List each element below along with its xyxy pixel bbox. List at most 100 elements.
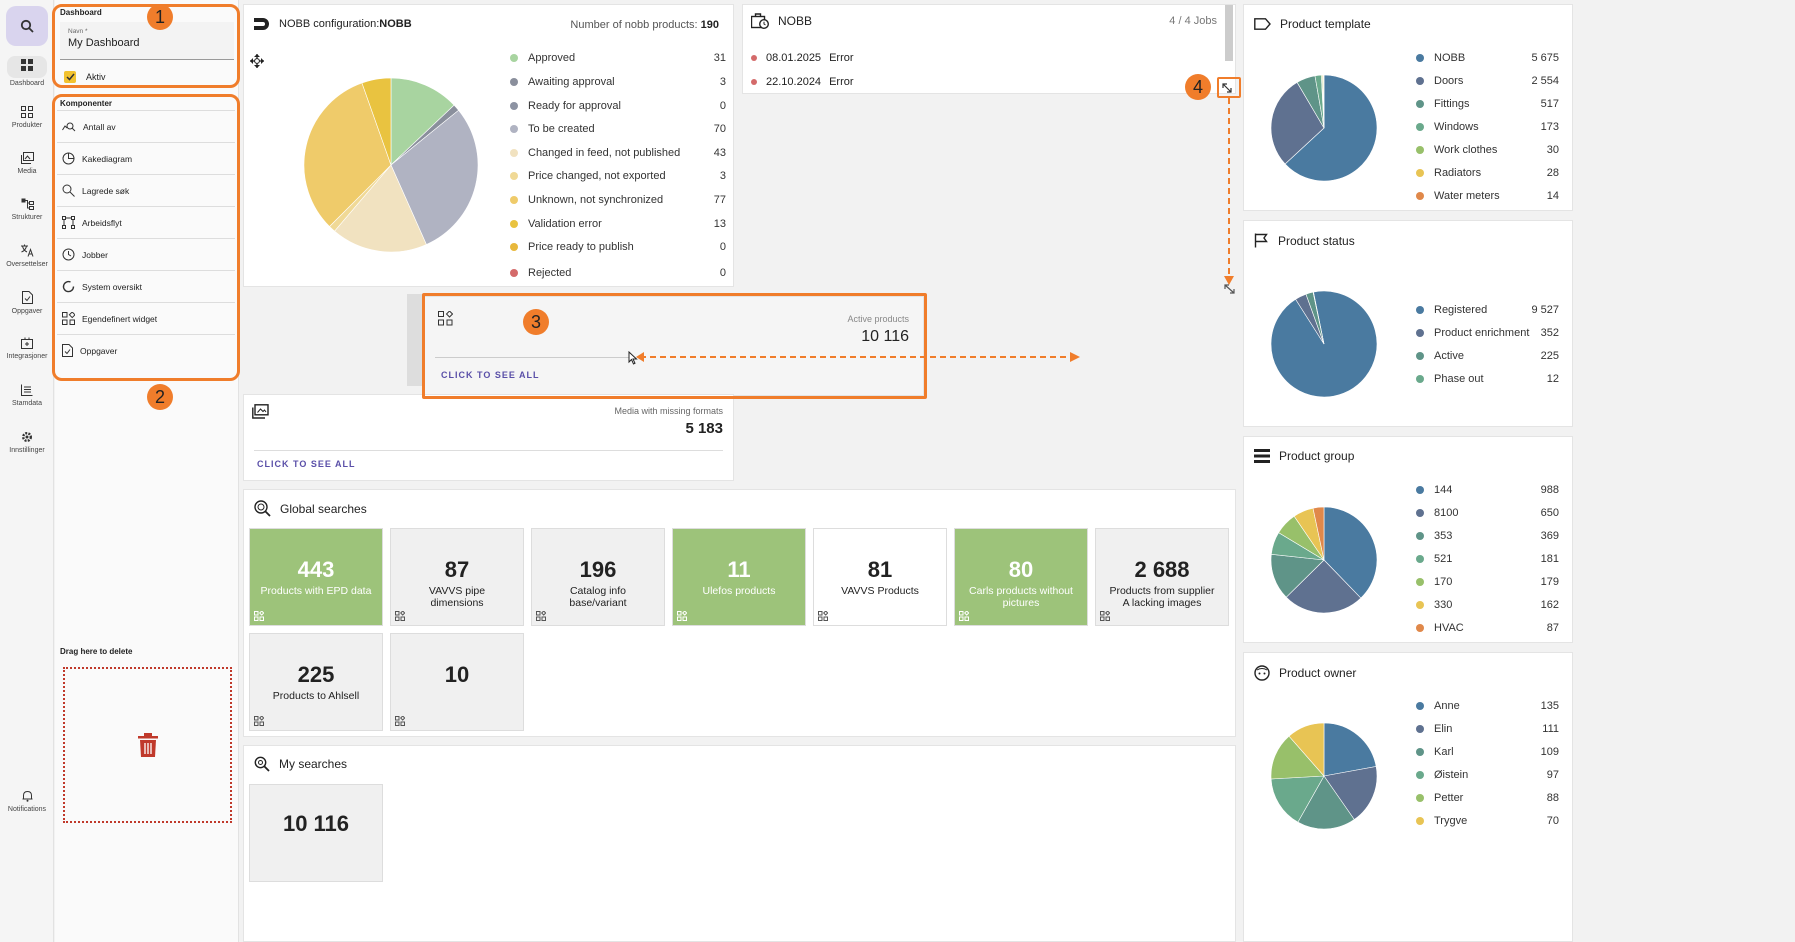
component-label: System oversikt — [82, 281, 142, 292]
resize-handle-icon — [1224, 284, 1235, 294]
legend-row[interactable]: Changed in feed, not published 43 — [510, 143, 726, 163]
pie-slice-water-meters — [1323, 75, 1325, 129]
legend-row[interactable]: Approved 31 — [510, 48, 726, 68]
active-products-widget[interactable]: Active products 10 116 CLICK TO SEE ALL — [424, 296, 924, 396]
legend-row[interactable]: Petter 88 — [1416, 788, 1559, 808]
legend-row[interactable]: 330 162 — [1416, 595, 1559, 615]
component-system-overview[interactable]: System oversikt — [57, 270, 235, 302]
metric-label: Active products — [847, 314, 909, 324]
nav-item-structures[interactable]: Strukturer — [0, 198, 54, 221]
nav-item-notifications[interactable]: Notifications — [0, 790, 54, 813]
search-tile[interactable]: 81 VAVVS Products — [813, 528, 947, 626]
main-nav: Dashboard Produkter Media Strukturer Ove… — [0, 0, 54, 942]
job-row[interactable]: 22.10.2024 Error — [751, 76, 854, 88]
legend-value: 0 — [719, 100, 726, 112]
legend-row[interactable]: Water meters 14 — [1416, 186, 1559, 206]
legend-label: Validation error — [528, 218, 602, 230]
card-title: Product group — [1279, 449, 1355, 463]
nobb-status-pie-chart — [304, 78, 478, 252]
legend-dot — [510, 220, 518, 228]
active-checkbox[interactable]: Aktiv — [64, 71, 106, 83]
search-tile[interactable]: 443 Products with EPD data — [249, 528, 383, 626]
nobb-config-widget[interactable]: NOBB configuration: NOBB Number of nobb … — [243, 4, 734, 287]
legend-value: 181 — [1540, 553, 1559, 565]
legend-row[interactable]: Price changed, not exported 3 — [510, 166, 726, 186]
widget-icon — [254, 716, 264, 726]
legend-row[interactable]: Fittings 517 — [1416, 94, 1559, 114]
legend-row[interactable]: Windows 173 — [1416, 117, 1559, 137]
cursor-icon — [628, 351, 638, 365]
search-tile[interactable]: 10 — [390, 633, 524, 731]
legend-row[interactable]: Unknown, not synchronized 77 — [510, 190, 726, 210]
component-workflow[interactable]: Arbeidsflyt — [57, 206, 235, 238]
job-row[interactable]: 08.01.2025 Error — [751, 52, 854, 64]
tile-value: 87 — [444, 557, 470, 582]
legend-row[interactable]: 8100 650 — [1416, 503, 1559, 523]
search-tile[interactable]: 80 Carls products without pictures — [954, 528, 1088, 626]
search-tile[interactable]: 196 Catalog info base/variant — [531, 528, 665, 626]
component-jobs[interactable]: Jobber — [57, 238, 235, 270]
component-saved-search[interactable]: Lagrede søk — [57, 174, 235, 206]
legend-row[interactable]: Awaiting approval 3 — [510, 72, 726, 92]
legend-row[interactable]: Karl 109 — [1416, 742, 1559, 762]
legend-row[interactable]: Radiators 28 — [1416, 163, 1559, 183]
nav-item-translations[interactable]: Oversettelser — [0, 244, 54, 268]
legend-row[interactable]: 144 988 — [1416, 480, 1559, 500]
legend-row[interactable]: Elin 111 — [1416, 719, 1559, 739]
legend-row[interactable]: 521 181 — [1416, 549, 1559, 569]
search-tile[interactable]: 10 116 — [249, 784, 383, 882]
dashboard-name-field[interactable]: Navn * My Dashboard — [60, 22, 234, 60]
legend-dot — [1416, 702, 1424, 710]
legend-value: 135 — [1540, 700, 1559, 712]
media-missing-widget[interactable]: Media with missing formats 5 183 CLICK T… — [243, 394, 734, 481]
legend-row[interactable]: Active 225 — [1416, 346, 1559, 366]
legend-row[interactable]: Work clothes 30 — [1416, 140, 1559, 160]
legend-row[interactable]: NOBB 5 675 — [1416, 48, 1559, 68]
nav-item-dashboard[interactable]: Dashboard — [0, 56, 54, 87]
legend-value: 162 — [1540, 599, 1559, 611]
legend-row[interactable]: HVAC 87 — [1416, 618, 1559, 638]
nav-item-products[interactable]: Produkter — [0, 106, 54, 129]
nav-item-integrations[interactable]: Integrasjoner — [0, 337, 54, 360]
legend-dot — [1416, 146, 1424, 154]
legend-row[interactable]: Anne 135 — [1416, 696, 1559, 716]
search-tile[interactable]: 2 688 Products from supplier A lacking im… — [1095, 528, 1229, 626]
legend-row[interactable]: Ready for approval 0 — [510, 96, 726, 116]
scrollbar[interactable] — [1225, 5, 1233, 61]
legend-row[interactable]: Doors 2 554 — [1416, 71, 1559, 91]
legend-dot — [1416, 624, 1424, 632]
search-tile[interactable]: 11 Ulefos products — [672, 528, 806, 626]
legend-row[interactable]: Price ready to publish 0 — [510, 237, 726, 257]
legend-row[interactable]: To be created 70 — [510, 119, 726, 139]
legend-label: 353 — [1434, 530, 1453, 542]
search-button[interactable] — [6, 6, 48, 46]
see-all-link[interactable]: CLICK TO SEE ALL — [441, 370, 540, 380]
legend-row[interactable]: Rejected 0 — [510, 263, 726, 283]
nav-item-masterdata[interactable]: Stamdata — [0, 384, 54, 407]
nav-item-media[interactable]: Media — [0, 152, 54, 175]
legend-row[interactable]: Trygve 70 — [1416, 811, 1559, 831]
jobs-widget[interactable]: NOBB 4 / 4 Jobs 08.01.2025 Error 22.10.20… — [742, 4, 1236, 94]
component-tasks[interactable]: Oppgaver — [57, 334, 235, 366]
components-title: Komponenter — [60, 99, 112, 108]
nav-label: Notifications — [7, 806, 47, 813]
legend-row[interactable]: 170 179 — [1416, 572, 1559, 592]
legend-row[interactable]: Registered 9 527 — [1416, 300, 1559, 320]
search-tile[interactable]: 225 Products to Ahlsell — [249, 633, 383, 731]
legend-label: Approved — [528, 52, 576, 64]
component-pie-chart[interactable]: Kakediagram — [57, 142, 235, 174]
legend-row[interactable]: 353 369 — [1416, 526, 1559, 546]
legend-value: 109 — [1540, 746, 1559, 758]
tile-value: 225 — [297, 662, 335, 687]
see-all-link[interactable]: CLICK TO SEE ALL — [257, 459, 356, 469]
search-tile[interactable]: 87 VAVVS pipe dimensions — [390, 528, 524, 626]
legend-row[interactable]: Product enrichment 352 — [1416, 323, 1559, 343]
component-custom-widget[interactable]: Egendefinert widget — [57, 302, 235, 334]
component-count[interactable]: Antall av — [57, 110, 235, 142]
legend-row[interactable]: Øistein 97 — [1416, 765, 1559, 785]
legend-row[interactable]: Phase out 12 — [1416, 369, 1559, 389]
legend-row[interactable]: Validation error 13 — [510, 214, 726, 234]
nav-item-settings[interactable]: Innstillinger — [0, 431, 54, 454]
nav-item-tasks[interactable]: Oppgaver — [0, 291, 54, 315]
delete-drop-zone[interactable] — [63, 667, 232, 823]
